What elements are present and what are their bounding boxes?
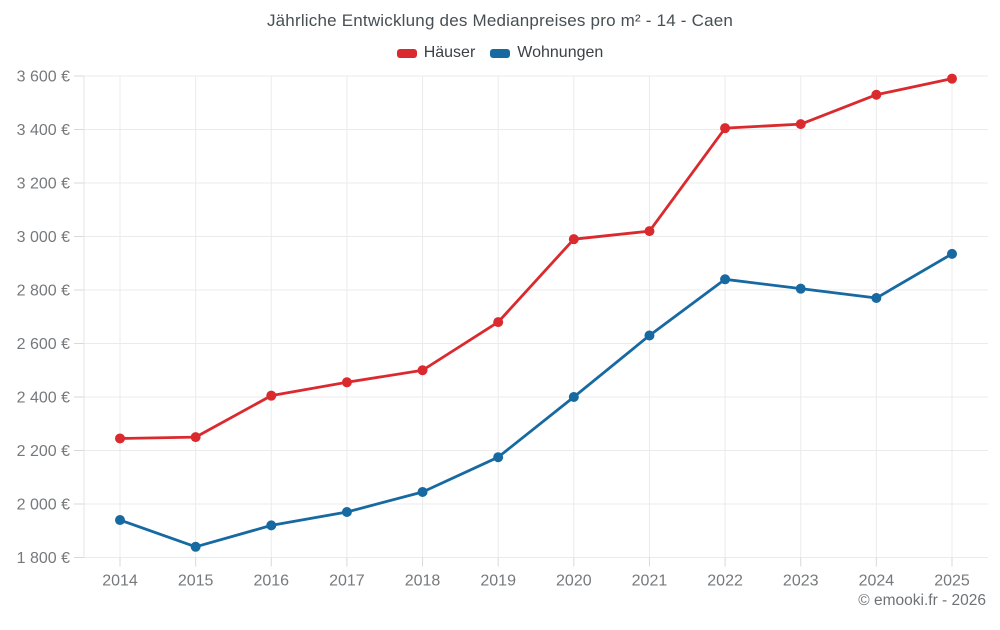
data-point-wohnungen-2023[interactable] xyxy=(795,283,806,294)
data-point-h-user-2018[interactable] xyxy=(417,365,428,376)
data-point-h-user-2024[interactable] xyxy=(871,89,882,100)
legend-item-wohnungen[interactable]: Wohnungen xyxy=(490,44,603,62)
legend-swatch-wohnungen-icon xyxy=(490,48,511,58)
y-axis-label: 3 000 € xyxy=(17,229,70,246)
data-point-h-user-2022[interactable] xyxy=(720,123,731,134)
series-line-h-user xyxy=(118,77,954,440)
y-axis-label: 3 200 € xyxy=(17,176,70,193)
y-axis-label: 2 200 € xyxy=(17,443,70,460)
x-axis-label: 2014 xyxy=(102,573,138,590)
data-point-h-user-2025[interactable] xyxy=(947,73,957,84)
data-point-wohnungen-2022[interactable] xyxy=(720,274,731,285)
data-point-h-user-2019[interactable] xyxy=(493,317,504,328)
y-axis-label: 2 400 € xyxy=(17,390,70,407)
x-axis-label: 2018 xyxy=(405,573,441,590)
legend-label-haeuser: Häuser xyxy=(423,44,476,61)
data-point-wohnungen-2017[interactable] xyxy=(341,507,352,518)
data-point-wohnungen-2018[interactable] xyxy=(417,486,428,497)
data-point-wohnungen-2021[interactable] xyxy=(644,330,655,341)
legend-item-haeuser[interactable]: Häuser xyxy=(396,44,476,62)
data-point-wohnungen-2025[interactable] xyxy=(947,248,957,259)
data-point-h-user-2015[interactable] xyxy=(190,432,201,443)
chart-legend: Häuser Wohnungen xyxy=(0,44,1000,62)
y-axis-label: 2 000 € xyxy=(17,497,70,514)
data-point-h-user-2020[interactable] xyxy=(568,234,579,245)
legend-swatch-haeuser-icon xyxy=(396,48,417,58)
data-point-wohnungen-2014[interactable] xyxy=(115,515,125,526)
data-point-wohnungen-2015[interactable] xyxy=(190,541,201,552)
x-axis-label: 2021 xyxy=(632,573,668,590)
x-axis-label: 2015 xyxy=(178,573,214,590)
x-axis-label: 2022 xyxy=(707,573,743,590)
series-line-wohnungen xyxy=(118,252,954,549)
data-point-wohnungen-2020[interactable] xyxy=(568,392,579,402)
y-axis-label: 3 600 € xyxy=(17,69,70,86)
x-axis-label: 2025 xyxy=(934,573,970,590)
y-axis-label: 2 800 € xyxy=(17,283,70,300)
data-point-h-user-2017[interactable] xyxy=(341,377,352,388)
data-point-h-user-2023[interactable] xyxy=(795,119,806,130)
x-axis-label: 2024 xyxy=(859,573,895,590)
credits-link[interactable]: © emooki.fr - 2026 xyxy=(858,592,986,609)
data-point-h-user-2016[interactable] xyxy=(266,390,277,401)
x-axis-label: 2023 xyxy=(783,573,819,590)
x-axis-label: 2017 xyxy=(329,573,365,590)
y-axis-label: 2 600 € xyxy=(17,336,70,353)
x-axis-label: 2016 xyxy=(253,573,289,590)
y-axis-label: 1 800 € xyxy=(17,550,70,567)
data-point-wohnungen-2019[interactable] xyxy=(493,452,504,463)
x-axis-label: 2020 xyxy=(556,573,592,590)
legend-label-wohnungen: Wohnungen xyxy=(517,44,604,61)
data-point-wohnungen-2024[interactable] xyxy=(871,293,882,304)
x-axis-label: 2019 xyxy=(480,573,516,590)
data-point-h-user-2021[interactable] xyxy=(644,226,655,237)
data-point-wohnungen-2016[interactable] xyxy=(266,520,277,531)
y-axis-label: 3 400 € xyxy=(17,122,70,139)
data-point-h-user-2014[interactable] xyxy=(115,433,125,444)
chart-title: Jährliche Entwicklung des Medianpreises … xyxy=(266,11,734,30)
